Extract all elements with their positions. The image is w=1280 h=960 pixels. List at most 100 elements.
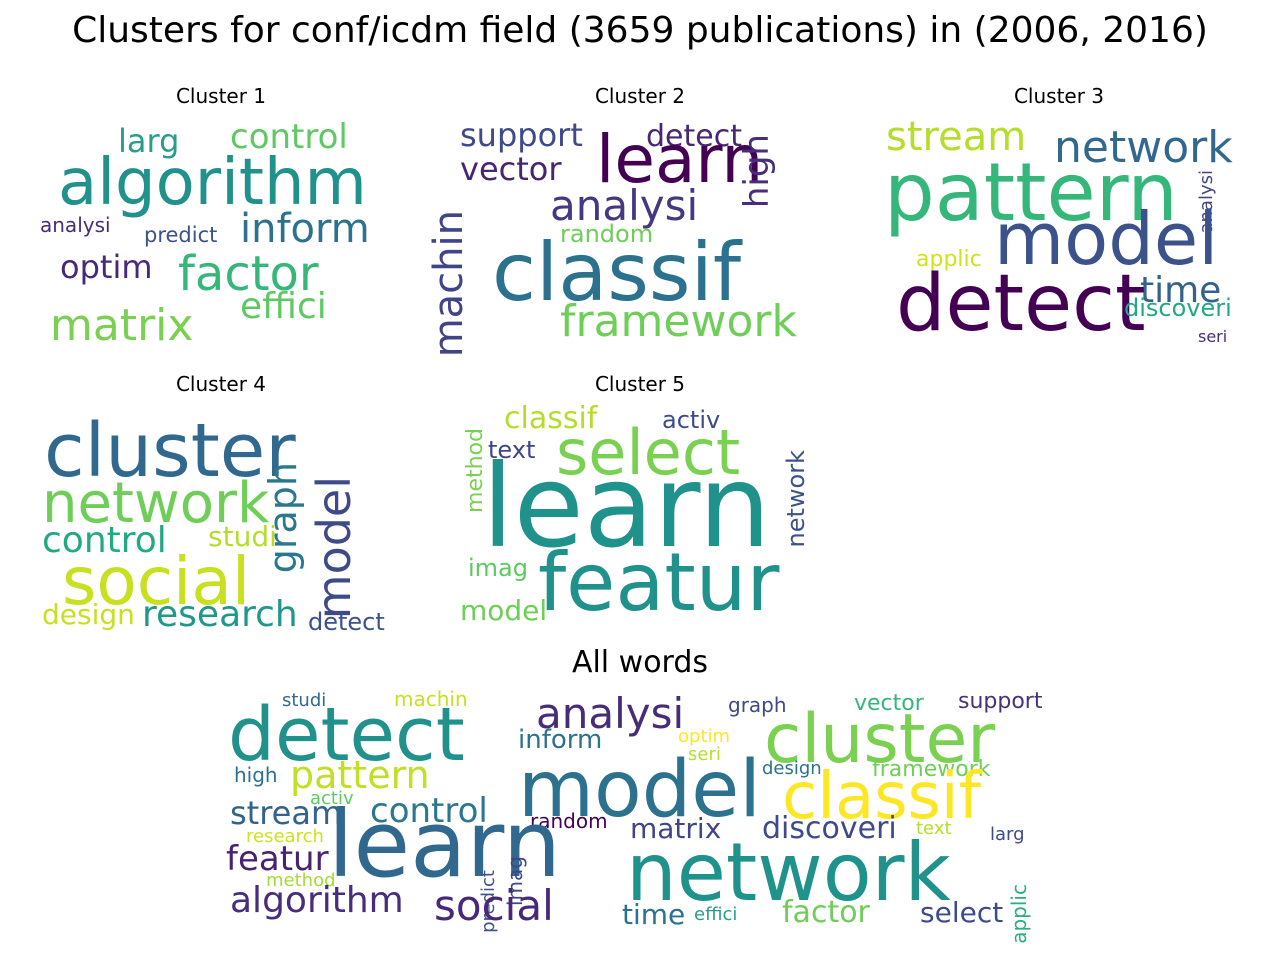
word-model: model	[518, 745, 761, 835]
cluster-1-cloud: algorithm larg control inform analysi predict…	[40, 112, 402, 351]
all-words-title: All words	[571, 645, 709, 680]
word-analysi: analysi	[40, 213, 111, 237]
word-analysi: analysi	[550, 181, 698, 230]
word-model: model	[307, 476, 361, 619]
word-machin: machin	[426, 210, 472, 357]
word-research: research	[142, 594, 298, 635]
word-discoveri: discoveri	[762, 811, 897, 846]
word-inform: inform	[240, 206, 370, 252]
cluster-1-title: Cluster 1	[175, 84, 267, 108]
word-detect: detect	[308, 608, 385, 636]
word-learn: learn	[328, 791, 561, 898]
word-studi: studi	[208, 520, 277, 553]
cluster-3-title: Cluster 3	[1013, 84, 1105, 108]
word-framework: framework	[560, 296, 797, 347]
word-text: text	[488, 436, 535, 464]
word-imag: imag	[503, 856, 527, 906]
word-network: network	[626, 826, 952, 919]
word-learn: learn	[482, 440, 771, 573]
word-detect: detect	[646, 119, 742, 154]
cluster-5-cloud: classif activ method text select learn network…	[458, 400, 820, 636]
word-analysi: analysi	[536, 689, 684, 738]
word-cluster: cluster	[44, 408, 296, 494]
word-featur: featur	[538, 536, 779, 629]
word-pattern: pattern	[290, 753, 430, 797]
word-predict: predict	[478, 870, 499, 933]
word-classif: classif	[782, 760, 983, 834]
cluster-2-cloud: support detect learn high vector analysi machi…	[426, 112, 820, 357]
word-vector: vector	[854, 691, 925, 716]
word-larg: larg	[118, 122, 179, 160]
word-design: design	[42, 598, 135, 631]
word-cluster: cluster	[764, 700, 995, 779]
word-control: control	[370, 791, 488, 831]
word-design: design	[762, 758, 822, 779]
word-random: random	[560, 220, 653, 248]
word-pattern: pattern	[884, 146, 1178, 239]
word-model: model	[994, 197, 1218, 281]
word-classif: classif	[492, 226, 743, 319]
word-select: select	[920, 896, 1003, 929]
word-stream: stream	[886, 114, 1026, 160]
word-high: high	[737, 134, 777, 208]
word-detect: detect	[896, 259, 1146, 349]
word-control: control	[230, 117, 348, 157]
word-detect: detect	[228, 692, 465, 778]
word-seri: seri	[688, 744, 721, 765]
word-stream: stream	[230, 794, 342, 832]
word-featur: featur	[226, 839, 329, 879]
word-social: social	[62, 543, 250, 620]
word-optim: optim	[60, 248, 153, 286]
cluster-5-title: Cluster 5	[594, 372, 686, 396]
word-matrix: matrix	[50, 300, 193, 351]
word-high: high	[234, 763, 278, 787]
word-matrix: matrix	[630, 812, 721, 845]
word-discoveri: discoveri	[1124, 294, 1232, 322]
word-optim: optim	[678, 726, 730, 747]
word-algorithm: algorithm	[230, 880, 404, 921]
cluster-4-title: Cluster 4	[175, 372, 267, 396]
word-control: control	[42, 520, 167, 561]
word-inform: inform	[518, 725, 602, 755]
cluster-4-cloud: cluster network graph model control studi soci…	[40, 400, 402, 636]
word-text: text	[916, 818, 952, 839]
word-analysi: analysi	[1196, 170, 1217, 234]
word-research: research	[246, 826, 324, 847]
word-effici: effici	[694, 904, 737, 925]
word-method: method	[266, 870, 336, 891]
word-effici: effici	[240, 286, 327, 327]
word-predict: predict	[144, 223, 217, 247]
word-learn: learn	[596, 121, 763, 198]
word-time: time	[1140, 270, 1221, 311]
word-support: support	[958, 689, 1043, 714]
word-applic: applic	[1007, 884, 1031, 944]
word-imag: imag	[468, 554, 528, 582]
word-model: model	[460, 594, 547, 627]
word-larg: larg	[990, 824, 1025, 845]
word-network: network	[42, 471, 270, 536]
word-random: random	[530, 809, 608, 833]
word-studi: studi	[282, 690, 326, 711]
word-network: network	[782, 450, 810, 548]
all-words-cloud: studi machin graph vector support detect analy…	[226, 684, 1056, 944]
word-algorithm: algorithm	[58, 146, 367, 220]
word-machin: machin	[394, 687, 468, 711]
word-applic: applic	[916, 247, 982, 272]
cluster-3-cloud: stream network pattern analysi model applic ti…	[878, 112, 1240, 349]
word-cloud-svg: studi machin graph vector support detect analy…	[226, 687, 1043, 944]
word-support: support	[460, 116, 583, 154]
word-vector: vector	[460, 150, 562, 188]
word-social: social	[434, 881, 554, 930]
word-factor: factor	[178, 246, 319, 302]
word-network: network	[1054, 122, 1233, 173]
word-seri: seri	[1198, 327, 1227, 346]
word-activ: activ	[662, 406, 720, 434]
word-time: time	[622, 898, 685, 931]
figure-title: Clusters for conf/icdm field (3659 publi…	[72, 10, 1208, 51]
cluster-2-title: Cluster 2	[594, 84, 686, 108]
word-method: method	[463, 428, 488, 513]
